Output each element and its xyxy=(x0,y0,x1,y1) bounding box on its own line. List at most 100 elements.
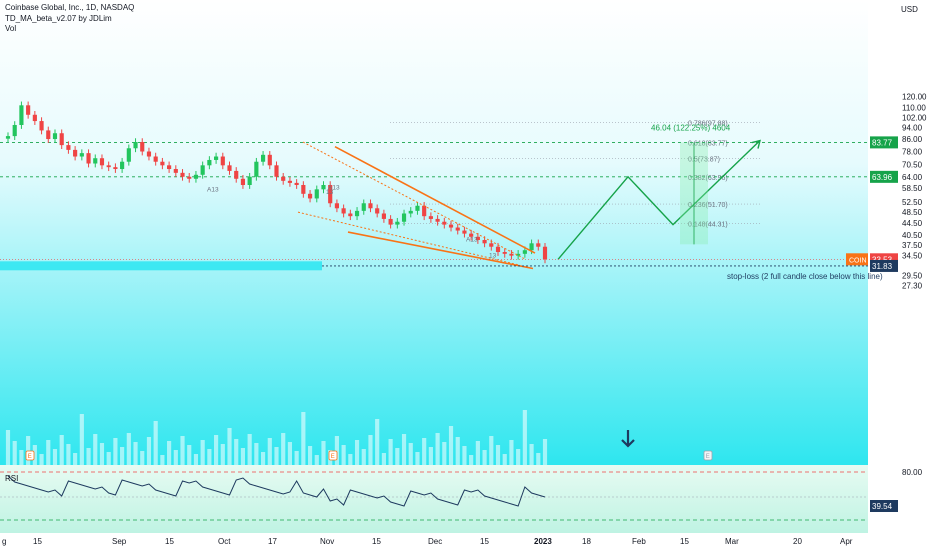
wedge-bottom xyxy=(347,231,534,270)
volume-bar xyxy=(240,448,246,465)
candle-body xyxy=(368,203,373,209)
volume-bar xyxy=(354,440,360,465)
price-band xyxy=(0,261,322,271)
volume-bar xyxy=(52,449,58,465)
candle-body xyxy=(522,250,527,254)
volume-bar xyxy=(120,447,125,465)
candle-body xyxy=(46,130,51,140)
date-tick: Nov xyxy=(320,537,334,546)
price-tick: 58.50 xyxy=(902,184,923,193)
candle-body xyxy=(274,165,279,177)
candle-body xyxy=(428,216,433,219)
candle-body xyxy=(5,136,11,139)
volume-bar xyxy=(495,445,501,465)
volume-bar xyxy=(133,442,138,465)
volume-bar xyxy=(408,443,413,465)
wedge-channel-top xyxy=(302,141,526,260)
fib-label: 0.148(44.31) xyxy=(688,222,728,229)
rsi-value: 39.54 xyxy=(872,502,893,511)
candle-body xyxy=(113,167,118,170)
date-tick: 15 xyxy=(33,537,42,546)
candle-body xyxy=(475,236,480,241)
candle-body xyxy=(146,151,152,157)
volume-bar xyxy=(99,443,105,465)
projection-path xyxy=(557,140,761,260)
candle-body xyxy=(375,208,380,214)
volume-bar xyxy=(475,441,480,465)
price-tick: 48.50 xyxy=(902,208,923,217)
candle-body xyxy=(193,174,199,179)
coin-tag: COIN xyxy=(849,257,867,264)
volume-bar xyxy=(321,441,326,465)
candle-body xyxy=(542,246,548,260)
projection-label: 46.04 (122.25%) 4604 xyxy=(651,123,731,132)
candle-body xyxy=(388,218,393,225)
volume-bar xyxy=(200,440,205,465)
date-tick: 15 xyxy=(165,537,174,546)
volume-bar xyxy=(442,442,447,465)
candle-body xyxy=(361,203,366,211)
volume-bar xyxy=(12,441,17,465)
wedge-top xyxy=(334,145,536,254)
earnings-label: E xyxy=(331,454,335,460)
fib-label: 0.5(73.87) xyxy=(688,156,720,163)
candle-body xyxy=(79,153,84,157)
price-tick: 37.50 xyxy=(902,241,923,250)
indicator-label: TD_MA_beta_v2.07 by JDLim xyxy=(5,14,112,23)
candle-body xyxy=(39,121,44,131)
volume-bar xyxy=(401,434,407,465)
earnings-label: E xyxy=(706,454,710,460)
volume-bar xyxy=(542,439,548,465)
candle-body xyxy=(267,154,272,166)
candle-body xyxy=(260,154,266,162)
volume-bar xyxy=(153,421,158,465)
volume-bar xyxy=(287,442,293,465)
rsi-pane-bg xyxy=(0,465,932,533)
volume-bar xyxy=(281,433,286,465)
candle-body xyxy=(86,153,91,164)
fib-label: 0.618(83.77) xyxy=(688,140,728,147)
candle-body xyxy=(207,159,212,166)
volume-bar xyxy=(536,453,541,465)
date-tick: 15 xyxy=(372,537,381,546)
volume-bar xyxy=(167,441,172,465)
candle-body xyxy=(52,133,58,140)
volume-bar xyxy=(375,419,380,465)
candle-body xyxy=(254,161,259,177)
stop-loss-label: stop-loss (2 full candle close below thi… xyxy=(727,272,883,281)
price-tick: 34.50 xyxy=(902,252,923,261)
candle-body xyxy=(180,172,185,177)
earnings-icon xyxy=(25,450,35,461)
rsi-label: RSI xyxy=(5,474,18,483)
candle-body xyxy=(214,156,219,160)
price-tick: 64.00 xyxy=(902,173,923,182)
rsi-indicator: RSI 80.00 39.54 xyxy=(0,468,923,521)
candle-body xyxy=(341,208,346,214)
price-tick: 52.50 xyxy=(902,198,923,207)
volume-bar xyxy=(307,446,313,465)
candle-body xyxy=(281,176,286,181)
candle-body xyxy=(448,224,454,228)
volume-bar xyxy=(146,437,152,465)
date-tick: Sep xyxy=(112,537,127,546)
fib-label: 0.786(97.88) xyxy=(688,121,728,128)
volume-bar xyxy=(455,437,460,465)
candle-body xyxy=(489,243,494,247)
candle-body xyxy=(26,105,31,115)
candle-body xyxy=(287,180,293,183)
resistance-tag-bg xyxy=(870,136,898,149)
candle-body xyxy=(435,218,440,222)
volume-bar xyxy=(294,451,299,465)
volume-bar xyxy=(301,412,306,465)
candle-body xyxy=(19,105,24,125)
candle-body xyxy=(516,253,521,256)
candle-body xyxy=(126,148,131,162)
volume-bar xyxy=(32,445,37,465)
candle-body xyxy=(140,142,145,152)
support-tag-bg xyxy=(870,170,898,183)
date-tick: 15 xyxy=(680,537,689,546)
volume-bar xyxy=(334,436,339,465)
candle-body xyxy=(462,230,467,234)
